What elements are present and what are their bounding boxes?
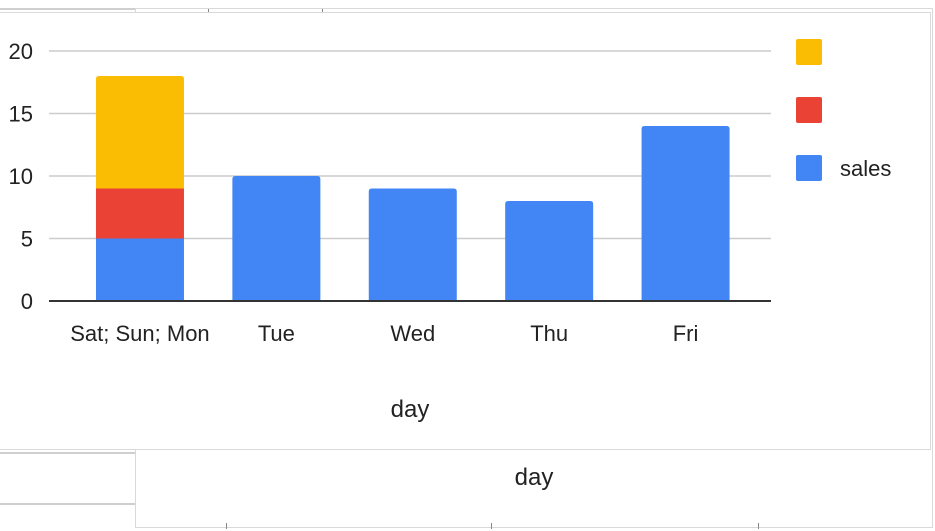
sheet-gridline: [0, 8, 135, 10]
bar-segment[interactable]: [95, 238, 184, 302]
x-tick-labels: Sat; Sun; Mon Tue Wed Thu Fri: [70, 321, 698, 346]
bar-segment[interactable]: [368, 188, 457, 302]
y-tick-labels: 0 5 10 15 20: [9, 39, 33, 314]
bar-segment[interactable]: [641, 126, 730, 301]
background-x-axis-title: day: [514, 464, 554, 491]
x-tick-label: Wed: [390, 321, 435, 346]
x-axis-title: day: [391, 396, 430, 423]
y-tick-label: 20: [9, 39, 33, 64]
legend-swatch[interactable]: [796, 39, 822, 65]
x-tick-label: Thu: [530, 321, 568, 346]
bar-segment[interactable]: [232, 176, 321, 301]
y-tick-label: 15: [9, 102, 33, 127]
sheet-gridline: [0, 452, 135, 454]
y-tick-label: 10: [9, 164, 33, 189]
y-tick-label: 0: [21, 289, 33, 314]
legend-label: sales: [840, 156, 891, 181]
y-tick-label: 5: [21, 227, 33, 252]
x-tick-label: Fri: [673, 321, 699, 346]
bar-segment[interactable]: [95, 188, 184, 239]
bar-segment[interactable]: [505, 201, 594, 301]
legend-swatch[interactable]: [796, 155, 822, 181]
sheet-gridline: [0, 503, 135, 505]
bar-chart: 0 5 10 15 20 Sat; Sun; Mon Tue Wed Thu Fri day s…: [9, 39, 891, 423]
bars: [95, 76, 730, 302]
legend-swatch[interactable]: [796, 97, 822, 123]
legend: sales: [796, 39, 891, 181]
x-tick-label: Tue: [258, 321, 295, 346]
background-axis-tick: [758, 523, 759, 529]
background-axis-tick: [491, 523, 492, 529]
bar-segment[interactable]: [95, 76, 184, 189]
chart-card[interactable]: 0 5 10 15 20 Sat; Sun; Mon Tue Wed Thu Fri day s…: [0, 12, 931, 450]
x-tick-label: Sat; Sun; Mon: [70, 321, 209, 346]
background-axis-tick: [226, 523, 227, 529]
